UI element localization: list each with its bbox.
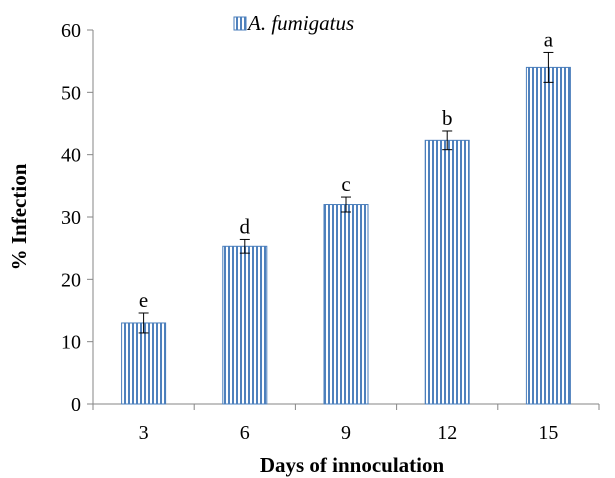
bars: [121, 66, 571, 405]
legend-label: A. fumigatus: [246, 11, 354, 35]
x-tick-label: 15: [538, 422, 558, 444]
bar: [222, 245, 268, 405]
significance-label: a: [544, 27, 554, 51]
x-ticks: 3 6 9 12 15: [92, 404, 600, 444]
y-axis-title: % Infection: [7, 163, 31, 270]
y-tick-label: 10: [61, 332, 81, 354]
significance-label: d: [240, 214, 251, 238]
significance-labels: e d c b a: [139, 27, 554, 312]
bar: [424, 139, 470, 405]
legend: A. fumigatus: [233, 11, 354, 35]
y-tick-label: 40: [61, 145, 81, 167]
bar: [121, 322, 167, 405]
legend-swatch: [233, 16, 247, 31]
y-tick-label: 30: [61, 207, 81, 229]
x-axis-title: Days of innoculation: [260, 453, 445, 477]
y-ticks: 0 10 20 30 40 50 60: [61, 20, 93, 416]
bar: [323, 204, 369, 405]
x-tick-label: 9: [341, 422, 351, 444]
y-tick-label: 60: [61, 20, 81, 42]
x-tick-label: 12: [437, 422, 457, 444]
x-tick-label: 6: [240, 422, 250, 444]
error-bars: [138, 51, 554, 334]
bar: [525, 66, 571, 405]
significance-label: c: [341, 172, 350, 196]
y-tick-label: 50: [61, 82, 81, 104]
x-tick-label: 3: [139, 422, 149, 444]
y-tick-label: 0: [71, 394, 81, 416]
significance-label: b: [442, 106, 453, 130]
y-tick-label: 20: [61, 269, 81, 291]
significance-label: e: [139, 288, 148, 312]
